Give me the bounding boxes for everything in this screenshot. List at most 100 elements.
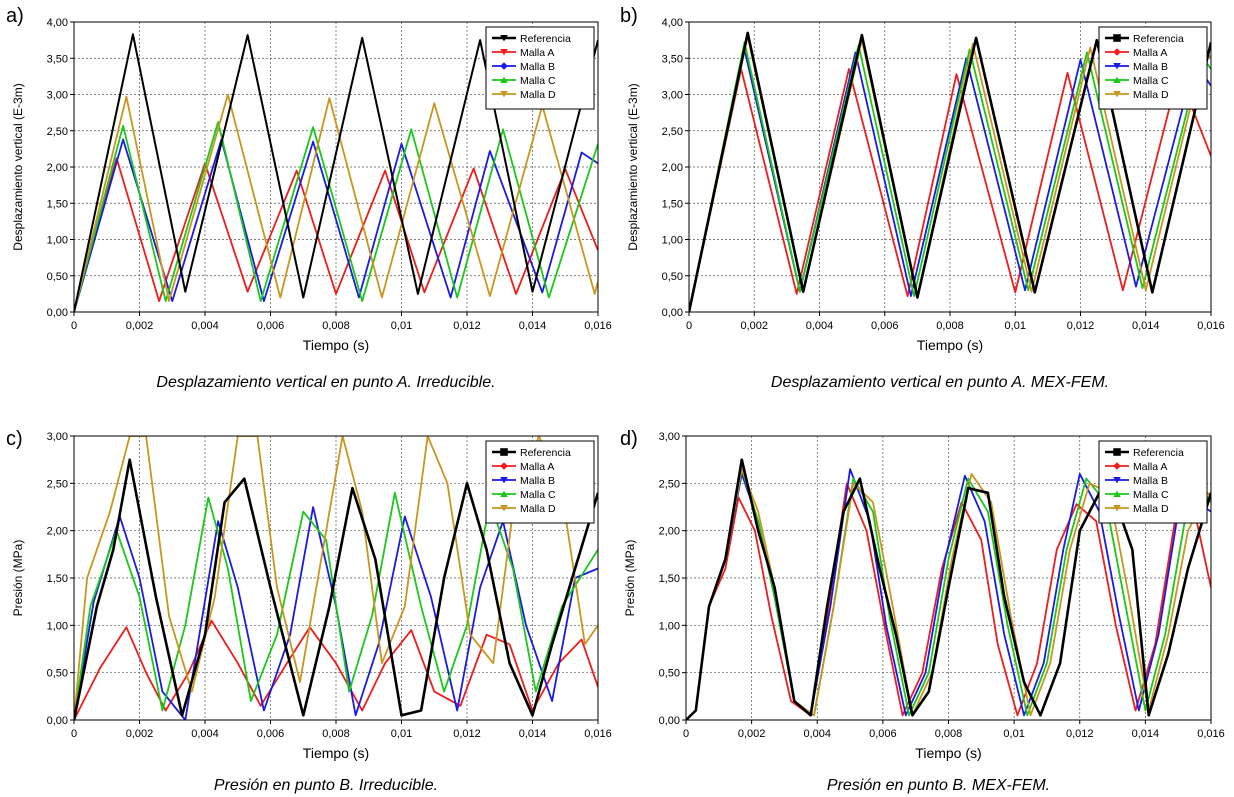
x-tick-label: 0,012 [453, 728, 481, 740]
legend: Referencia Malla A Malla B Malla C Malla D [1098, 440, 1208, 524]
x-tick-label: 0,006 [869, 728, 897, 740]
x-tick-label: 0,004 [191, 320, 219, 332]
y-tick-label: 0,50 [662, 271, 683, 283]
legend-marker [1113, 34, 1121, 42]
series-line-malla-c [686, 468, 1211, 720]
legend-marker [500, 90, 508, 98]
y-tick-label: 1,00 [47, 620, 68, 632]
y-tick-label: 3,00 [47, 90, 68, 102]
y-tick-label: 0,50 [659, 668, 680, 680]
legend-marker [500, 76, 508, 84]
legend-label: Malla B [1133, 61, 1168, 73]
series-line-malla-c [74, 121, 598, 312]
legend-marker [1113, 504, 1121, 512]
plot-area-frame [685, 435, 1212, 721]
y-tick-label: 4,00 [662, 17, 683, 29]
legend-marker [1113, 462, 1121, 470]
legend-label: Malla A [1133, 461, 1167, 473]
x-tick-label: 0,006 [257, 728, 285, 740]
x-tick-label: 0,01 [1003, 728, 1024, 740]
legend-marker [500, 462, 508, 470]
legend-label: Malla B [1133, 475, 1168, 487]
x-tick-label: 0,014 [1132, 320, 1160, 332]
y-tick-label: 3,00 [662, 90, 683, 102]
series-line-malla-a [74, 157, 598, 312]
y-axis-label: Presión (MPa) [11, 540, 25, 617]
series-line-malla-d [74, 93, 598, 312]
legend-marker [500, 504, 508, 512]
legend-label: Malla B [520, 475, 555, 487]
x-tick-label: 0,002 [126, 728, 154, 740]
x-tick-label: 0,008 [936, 320, 964, 332]
series-line-referencia [74, 458, 598, 720]
x-tick-label: 0,008 [322, 728, 350, 740]
series-line-malla-a [686, 482, 1211, 720]
y-axis-label: Desplazamiento vertical (E-3m) [11, 83, 25, 250]
x-tick-label: 0 [71, 320, 77, 332]
plot-area-frame [688, 21, 1212, 313]
panel-label: a) [6, 5, 24, 27]
y-tick-label: 0,00 [659, 715, 680, 727]
y-tick-label: 1,50 [47, 573, 68, 585]
x-tick-label: 0,006 [871, 320, 899, 332]
legend-marker [500, 476, 508, 484]
y-tick-label: 3,00 [47, 431, 68, 443]
y-tick-label: 2,00 [659, 526, 680, 538]
legend: Referencia Malla A Malla B Malla C Malla D [485, 26, 595, 110]
plot-area-frame [73, 435, 599, 721]
x-axis-label: Tiempo (s) [915, 745, 981, 761]
legend-marker [1113, 476, 1121, 484]
x-tick-label: 0,008 [935, 728, 963, 740]
y-axis-label: Desplazamiento vertical (E-3m) [626, 83, 640, 250]
y-tick-label: 0,00 [47, 715, 68, 727]
chart-panel-4: 0 0,002 0,004 0,006 0,008 0,01 0,012 0,014 0,016… [620, 428, 1225, 794]
x-tick-label: 0,014 [1132, 728, 1160, 740]
legend-label: Referencia [1133, 447, 1184, 459]
legend-marker [1113, 490, 1121, 498]
x-tick-label: 0,008 [322, 320, 350, 332]
x-tick-label: 0,004 [191, 728, 219, 740]
legend-label: Malla D [1133, 89, 1169, 101]
chart-panel-3: 0 0,002 0,004 0,006 0,008 0,01 0,012 0,014 0,016… [6, 428, 612, 794]
x-tick-label: 0,006 [257, 320, 285, 332]
y-tick-label: 2,00 [662, 162, 683, 174]
y-tick-label: 1,00 [47, 235, 68, 247]
x-tick-label: 0 [683, 728, 689, 740]
series-line-referencia [74, 33, 598, 312]
legend-marker [500, 490, 508, 498]
x-tick-label: 0,012 [1067, 320, 1095, 332]
panel-label: b) [620, 5, 638, 27]
y-tick-label: 1,50 [662, 198, 683, 210]
legend-marker [500, 34, 508, 42]
y-axis-label: Presión (MPa) [623, 540, 637, 617]
legend-label: Malla C [1133, 489, 1169, 501]
panel-caption: Desplazamiento vertical en punto A. Irre… [156, 374, 495, 391]
y-tick-label: 2,50 [659, 478, 680, 490]
x-tick-label: 0 [71, 728, 77, 740]
legend: Referencia Malla A Malla B Malla C Malla D [485, 440, 595, 524]
plot-area-frame [73, 21, 599, 313]
legend-label: Malla C [520, 489, 556, 501]
panel-caption: Desplazamiento vertical en punto A. MEX-… [771, 374, 1109, 391]
x-tick-label: 0,014 [519, 728, 547, 740]
legend-label: Malla C [520, 75, 556, 87]
x-tick-label: 0,016 [584, 320, 612, 332]
series-line-referencia [689, 31, 1211, 312]
x-tick-label: 0,002 [740, 320, 768, 332]
legend-label: Referencia [520, 447, 571, 459]
y-tick-label: 0,00 [47, 307, 68, 319]
legend-label: Malla C [1133, 75, 1169, 87]
legend-marker [500, 62, 508, 70]
legend: Referencia Malla A Malla B Malla C Malla D [1098, 26, 1208, 110]
legend-label: Malla D [1133, 503, 1169, 515]
y-tick-label: 2,50 [47, 478, 68, 490]
x-tick-label: 0,002 [738, 728, 766, 740]
legend-marker [1113, 76, 1121, 84]
series-line-malla-a [689, 68, 1211, 312]
x-tick-label: 0 [686, 320, 692, 332]
legend-label: Malla A [520, 461, 554, 473]
panel-label: d) [620, 428, 638, 450]
y-tick-label: 1,00 [659, 620, 680, 632]
legend-label: Malla D [520, 89, 556, 101]
y-tick-label: 0,50 [47, 271, 68, 283]
